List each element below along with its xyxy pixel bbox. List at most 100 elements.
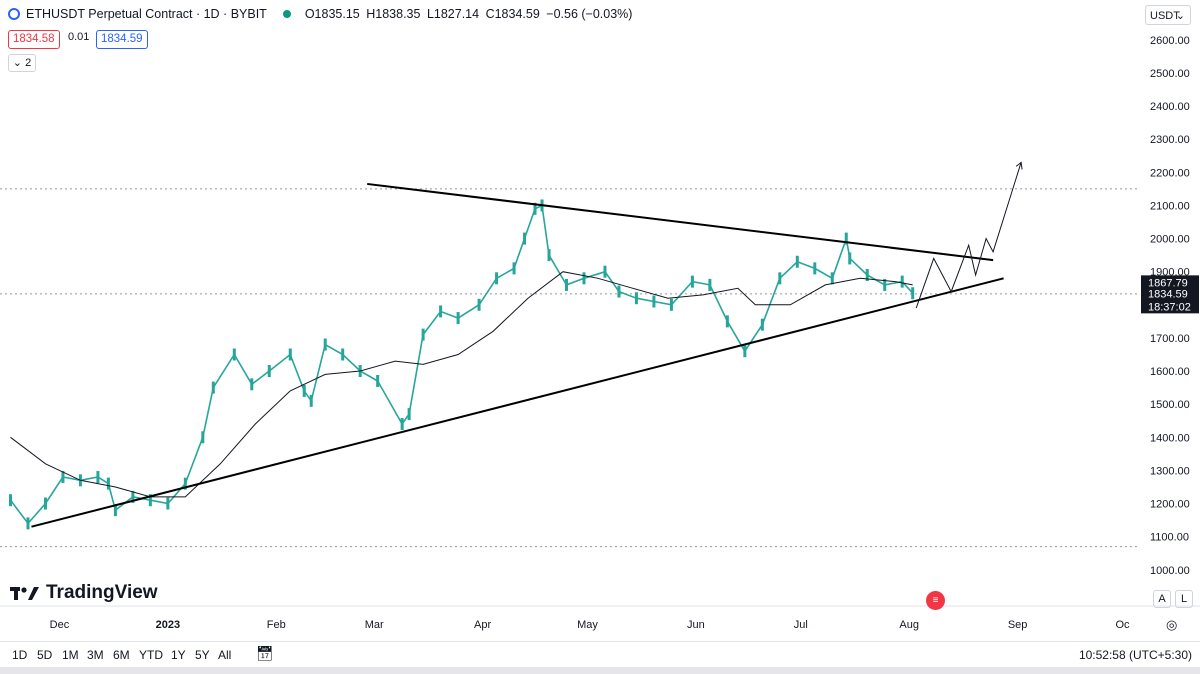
y-tick-label: 1100.00 [1150,532,1189,544]
timeframe-1d[interactable]: 1D [12,648,28,662]
x-tick-label: 2023 [156,619,180,631]
price-point [201,431,205,444]
y-tick-label: 1500.00 [1150,399,1190,411]
timeframe-5d[interactable]: 5D [37,648,53,662]
brand-name: TradingView [46,582,158,603]
price-point [43,497,47,510]
ohlc-values: O1835.15 H1838.35 L1827.14 C1834.59 −0.5… [305,7,636,21]
price-point [708,278,712,291]
price-point [376,374,380,387]
x-tick-label: Feb [267,619,286,631]
price-point [302,384,306,397]
timeframe-1m[interactable]: 1M [62,648,79,662]
price-point [883,278,887,291]
price-point [26,517,30,530]
price-point [848,252,852,265]
price-point [439,305,443,318]
timeframe-all[interactable]: All [218,648,232,662]
clock[interactable]: 10:52:58 (UTC+5:30) [1078,648,1192,662]
y-tick-label: 1600.00 [1150,366,1190,378]
x-tick-label: Apr [474,619,491,631]
price-point [813,262,817,275]
tradingview-logo[interactable]: TradingView [10,582,158,604]
price-point [232,348,236,361]
price-label-box [1141,299,1199,314]
close-value: C1834.59 [485,7,540,21]
price-point [617,285,621,298]
price-point [743,345,747,358]
price-point [309,394,313,407]
price-line [9,204,914,525]
price-point [760,318,764,331]
price-point [183,477,187,490]
trendline-lower [31,277,1004,528]
price-point [844,232,848,245]
spread-value: 0.01 [68,31,90,43]
y-tick-label: 1700.00 [1150,333,1190,345]
buy-price-button[interactable]: 1834.59 [96,30,148,49]
price-point [911,287,915,300]
moving-average-line [10,271,913,498]
y-tick-label: 2300.00 [1150,134,1190,146]
price-point [690,275,694,288]
timeframe-3m[interactable]: 3M [87,648,104,662]
price-point [323,338,327,351]
price-point [795,255,799,268]
exchange-logo-icon [8,8,20,20]
calendar-icon[interactable]: 📅︎ [256,645,274,661]
price-point [250,378,254,391]
price-point [533,202,537,215]
price-point [603,265,607,278]
price-point [900,275,904,288]
price-point [400,418,404,431]
x-tick-label: Mar [365,619,384,631]
low-value: L1827.14 [426,7,480,21]
price-point [267,365,271,378]
price-point [523,232,527,245]
price-point [477,298,481,311]
y-tick-label: 2600.00 [1150,35,1190,47]
auto-scale-button[interactable]: A [1153,590,1171,608]
y-tick-label: 1200.00 [1150,499,1190,511]
indicator-count: 2 [25,57,32,69]
price-point [547,249,551,262]
x-tick-label: May [577,619,598,631]
price-point [61,471,65,484]
price-point [865,269,869,282]
projection-arrowhead [1015,161,1023,170]
us-flag-icon[interactable]: ≡ [926,591,945,610]
y-tick-label: 2200.00 [1150,167,1190,179]
price-label: 18:37:02 [1148,301,1191,313]
price-point [830,272,834,285]
chevron-down-icon: ⌄ [1175,10,1185,22]
timeframe-6m[interactable]: 6M [113,648,130,662]
price-point [113,504,117,517]
price-point [778,272,782,285]
symbol-title[interactable]: ETHUSDT Perpetual Contract · 1D · BYBIT [26,7,267,21]
log-scale-button[interactable]: L [1175,590,1193,608]
price-point [634,292,638,305]
price-point [652,295,656,308]
timeframe-5y[interactable]: 5Y [195,648,210,662]
y-tick-label: 2500.00 [1150,68,1190,80]
timeframe-1y[interactable]: 1Y [171,648,186,662]
indicators-toggle[interactable]: ⌄ 2 [8,54,36,72]
bottom-toolbar: 1D 5D 1M 3M 6M YTD 1Y 5Y All 📅︎ 10:52:58… [0,641,1200,668]
sell-price-button[interactable]: 1834.58 [8,30,60,49]
price-label-box [1141,275,1199,290]
timeframe-ytd[interactable]: YTD [139,648,163,662]
x-tick-label: Jul [794,619,808,631]
x-tick-label: Jun [687,619,705,631]
price-point [8,494,12,507]
price-chart[interactable]: 1000.00 1100.00 1200.00 1300.00 1400.00 1500.… [0,0,1200,640]
price-point [96,471,100,484]
price-label: 1834.59 [1148,288,1188,300]
gear-icon[interactable]: ◎ [1166,617,1178,632]
y-tick-label: 1400.00 [1150,432,1190,444]
price-point [148,494,152,507]
price-point [565,278,569,291]
projection-path [915,162,1022,309]
currency-selector[interactable]: USDT ⌄ [1145,5,1191,25]
market-status-icon [282,10,291,18]
y-tick-label: 2100.00 [1150,200,1190,212]
